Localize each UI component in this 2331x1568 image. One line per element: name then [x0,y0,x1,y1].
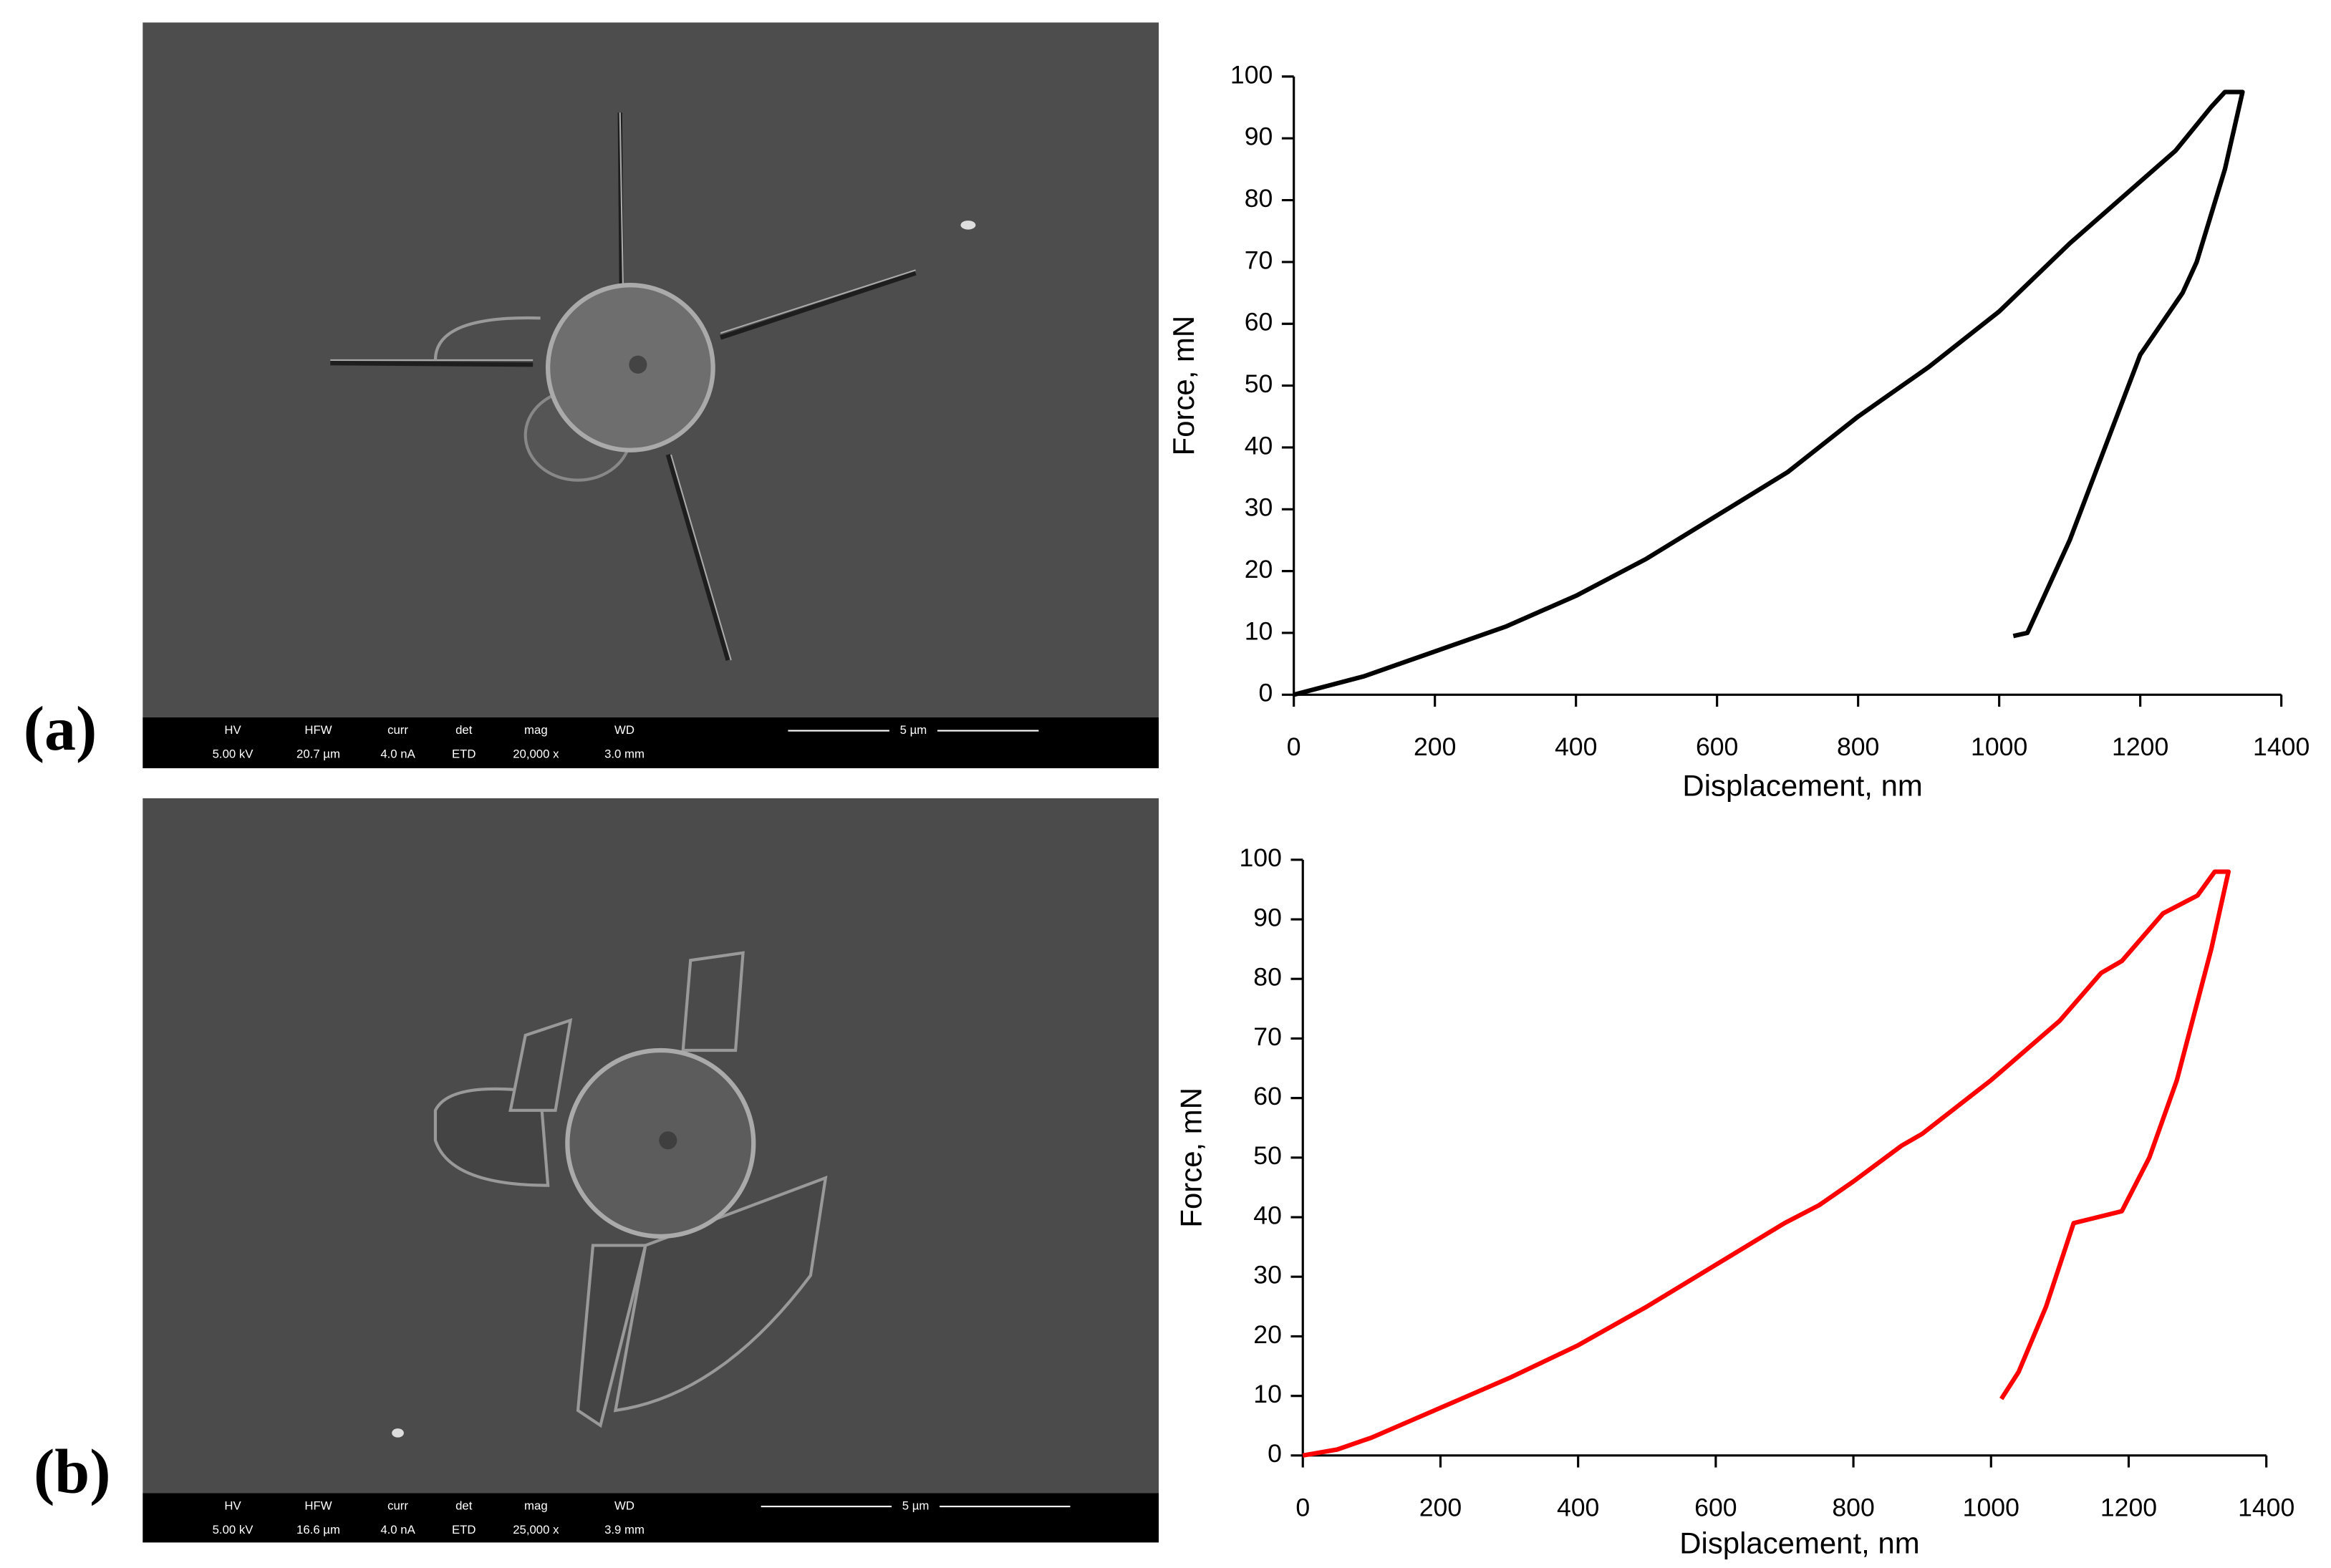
sem-field-value: 16.6 µm [296,1523,340,1536]
force-curve [1302,869,2231,1458]
x-tick-label: 1400 [2253,732,2310,761]
sem-field-value: ETD [452,1523,476,1536]
y-axis-label: Force, mN [1174,1088,1207,1228]
sem-field-name: curr [387,723,408,737]
sem-field-name: WD [614,1499,634,1512]
sem-field-name: curr [387,1499,408,1512]
y-tick-label: 80 [1245,184,1273,213]
y-tick-label: 60 [1253,1082,1282,1110]
sem-field-value: 20.7 µm [296,747,340,761]
x-tick-label: 400 [1555,732,1597,761]
y-tick-label: 70 [1245,246,1273,274]
y-tick-label: 40 [1253,1201,1282,1229]
sem-field-name: WD [614,723,634,737]
y-axis-label: Force, mN [1167,316,1200,456]
sem-field-name: HV [224,1499,241,1512]
x-tick-label: 1000 [1963,1494,2019,1522]
y-tick-label: 30 [1245,493,1273,522]
scale-bar-gap [889,722,937,740]
x-tick-label: 800 [1832,1494,1874,1522]
sem-field-name: HFW [304,1499,332,1512]
y-tick-label: 0 [1268,1439,1282,1468]
sem-field-name: det [455,723,473,737]
sem-image [143,798,1159,1543]
scale-bar-gap [892,1497,940,1516]
x-tick-label: 200 [1414,732,1456,761]
y-tick-label: 20 [1253,1320,1282,1349]
sem-field-name: HV [224,723,241,737]
x-tick-label: 400 [1557,1494,1599,1522]
sem-field-value: 4.0 nA [380,747,415,761]
y-tick-label: 30 [1253,1261,1282,1289]
x-tick-label: 200 [1419,1494,1462,1522]
scale-label: 5 µm [900,723,927,737]
x-tick-label: 800 [1837,732,1879,761]
sem-field-value: 20,000 x [513,747,559,761]
sem-field-value: ETD [452,747,476,761]
y-tick-label: 10 [1253,1380,1282,1408]
sem-field-name: HFW [304,723,332,737]
scale-label: 5 µm [902,1499,930,1512]
sem-field-name: mag [524,1499,548,1512]
sem-field-name: det [455,1499,473,1512]
sem-image [143,22,1159,768]
y-tick-label: 40 [1245,431,1273,460]
y-tick-label: 20 [1245,555,1273,584]
x-tick-label: 0 [1287,732,1301,761]
y-tick-label: 10 [1245,616,1273,645]
x-axis-label: Displacement, nm [1682,768,1922,802]
x-tick-label: 600 [1694,1494,1737,1522]
sem-field-name: mag [524,723,548,737]
sem-field-value: 5.00 kV [213,1523,254,1536]
y-tick-label: 50 [1245,369,1273,398]
sem-field-value: 4.0 nA [380,1523,415,1536]
y-tick-label: 70 [1253,1022,1282,1051]
x-tick-label: 1400 [2238,1494,2294,1522]
y-tick-label: 90 [1253,903,1282,931]
y-tick-label: 50 [1253,1141,1282,1170]
y-tick-label: 100 [1230,60,1273,89]
x-tick-label: 1000 [1971,732,2027,761]
force-curve [1293,89,2245,697]
x-tick-label: 600 [1696,732,1738,761]
sem-field-value: 25,000 x [513,1523,559,1536]
y-tick-label: 80 [1253,963,1282,992]
sem-field-value: 3.0 mm [604,747,645,761]
sem-field-value: 5.00 kV [213,747,254,761]
x-tick-label: 1200 [2112,732,2168,761]
y-tick-label: 100 [1239,843,1281,872]
y-tick-label: 90 [1245,122,1273,151]
sem-field-value: 3.9 mm [604,1523,645,1536]
x-tick-label: 1200 [2100,1494,2157,1522]
y-tick-label: 0 [1259,679,1273,707]
panel-label: (b) [34,1437,111,1506]
x-axis-label: Displacement, nm [1679,1526,1919,1560]
x-tick-label: 0 [1295,1494,1310,1522]
y-tick-label: 60 [1245,308,1273,337]
panel-label: (a) [24,695,97,764]
